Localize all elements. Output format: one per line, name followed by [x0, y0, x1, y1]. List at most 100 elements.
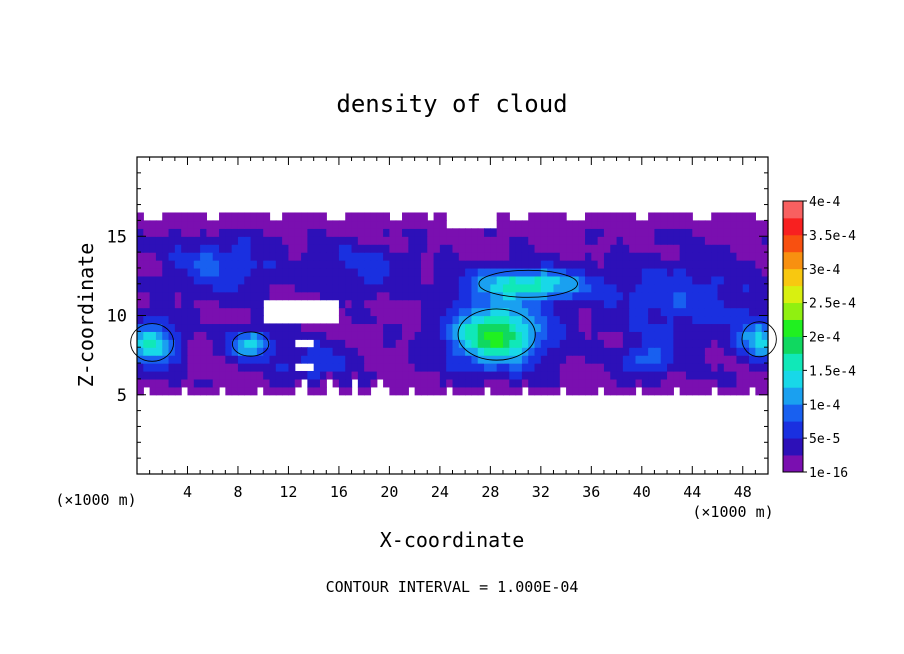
density-cell — [711, 378, 719, 388]
density-cell — [307, 370, 315, 380]
density-cell — [162, 370, 170, 380]
density-cell — [736, 339, 744, 348]
density-cell — [269, 252, 277, 261]
density-cell — [420, 363, 428, 372]
density-cell — [603, 355, 611, 364]
density-cell — [370, 363, 378, 372]
density-cell — [717, 228, 725, 237]
density-cell — [256, 363, 264, 372]
density-cell — [635, 220, 643, 229]
density-cell — [673, 307, 681, 317]
density-cell — [219, 307, 226, 317]
density-cell — [376, 307, 384, 317]
density-cell — [521, 378, 529, 388]
density-cell — [275, 355, 283, 364]
density-cell — [566, 386, 573, 396]
density-cell — [231, 236, 239, 245]
density-cell — [219, 339, 226, 348]
density-cell — [345, 236, 353, 245]
density-cell — [458, 291, 466, 301]
density-cell — [742, 363, 750, 372]
density-cell — [231, 220, 239, 229]
density-cell — [332, 291, 340, 301]
density-cell — [547, 244, 555, 253]
density-cell — [585, 370, 592, 380]
density-cell — [408, 355, 416, 364]
density-cell — [641, 244, 649, 253]
density-cell — [458, 275, 466, 285]
density-cell — [137, 212, 144, 222]
density-cell — [465, 363, 473, 372]
density-cell — [490, 299, 498, 309]
density-cell — [326, 363, 334, 372]
density-cell — [332, 355, 340, 364]
density-cell — [635, 323, 643, 332]
density-cell — [294, 370, 302, 380]
density-cell — [433, 244, 441, 253]
density-cell — [547, 339, 555, 348]
density-cell — [338, 236, 346, 245]
density-cell — [559, 307, 567, 317]
density-cell — [408, 307, 416, 317]
density-cell — [603, 339, 611, 348]
density-cell — [547, 228, 555, 237]
density-cell — [654, 252, 662, 261]
density-cell — [730, 283, 738, 293]
density-cell — [730, 339, 738, 348]
density-cell — [313, 252, 321, 261]
density-cell — [496, 307, 504, 317]
density-cell — [269, 331, 277, 340]
density-cell — [717, 212, 725, 222]
density-cell — [528, 378, 536, 388]
density-cell — [181, 315, 189, 325]
density-cell — [370, 370, 378, 380]
density-cell — [193, 260, 201, 269]
density-cell — [244, 307, 252, 317]
density-cell — [427, 347, 435, 356]
density-cell — [231, 267, 239, 277]
density-cell — [749, 299, 756, 309]
density-cell — [534, 252, 542, 261]
density-cell — [660, 370, 668, 380]
density-cell — [578, 252, 586, 261]
density-cell — [212, 236, 220, 245]
density-cell — [294, 260, 302, 269]
density-cell — [357, 331, 365, 340]
density-cell — [553, 299, 561, 309]
density-cell — [250, 378, 258, 388]
density-cell — [591, 299, 599, 309]
density-cell — [231, 307, 239, 317]
density-cell — [635, 339, 643, 348]
density-cell — [351, 363, 359, 372]
density-cell — [540, 220, 548, 229]
density-cell — [294, 228, 302, 237]
density-cell — [465, 260, 473, 269]
density-cell — [212, 283, 220, 293]
density-cell — [585, 386, 592, 396]
density-cell — [376, 275, 384, 285]
density-cell — [484, 260, 491, 269]
density-cell — [219, 236, 226, 245]
density-cell — [534, 220, 542, 229]
density-cell — [301, 212, 308, 222]
density-cell — [364, 315, 372, 325]
density-cell — [591, 386, 599, 396]
density-cell — [231, 260, 239, 269]
density-cell — [654, 315, 662, 325]
density-cell — [698, 386, 706, 396]
density-cell — [389, 236, 397, 245]
density-cell — [408, 260, 416, 269]
density-cell — [509, 267, 517, 277]
density-cell — [351, 355, 359, 364]
density-cell — [458, 299, 466, 309]
density-cell — [219, 275, 226, 285]
density-cell — [187, 323, 195, 332]
density-cell — [648, 355, 656, 364]
density-cell — [698, 244, 706, 253]
density-cell — [616, 244, 624, 253]
density-cell — [427, 299, 435, 309]
density-cell — [553, 331, 561, 340]
density-cell — [660, 236, 668, 245]
density-cell — [143, 363, 151, 372]
density-cell — [364, 252, 372, 261]
